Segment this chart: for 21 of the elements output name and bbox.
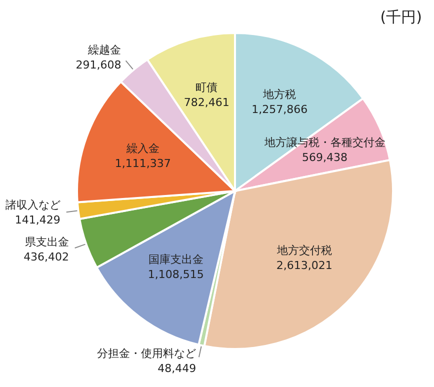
slice-label: 地方交付税 — [276, 244, 332, 258]
data-label: 569,438 — [302, 150, 348, 164]
slice-label: 国庫支出金 — [148, 253, 204, 266]
data-label: 48,449 — [158, 362, 196, 376]
slice-label: 諸収入など — [5, 198, 60, 212]
data-label: 1,108,515 — [148, 268, 204, 282]
data-label: 1,111,337 — [114, 156, 171, 170]
data-label: 2,613,021 — [276, 259, 332, 272]
data-label: 1,257,866 — [252, 102, 308, 116]
data-label: 436,402 — [24, 250, 70, 264]
slice-label: 町債 — [196, 81, 218, 94]
slice-label: 繰入金 — [125, 142, 160, 155]
chart-title: (千円) — [380, 8, 422, 26]
slice-label: 地方税 — [262, 88, 296, 101]
data-label: 291,608 — [76, 58, 122, 72]
data-label: 141,429 — [14, 214, 60, 227]
slice-label: 繰越金 — [87, 44, 122, 57]
slice-label: 分担金・使用料など — [97, 347, 196, 360]
slice-label: 地方譲与税・各種交付金 — [263, 136, 386, 149]
data-label: 782,461 — [184, 96, 230, 110]
slice-label: 県支出金 — [25, 235, 70, 248]
